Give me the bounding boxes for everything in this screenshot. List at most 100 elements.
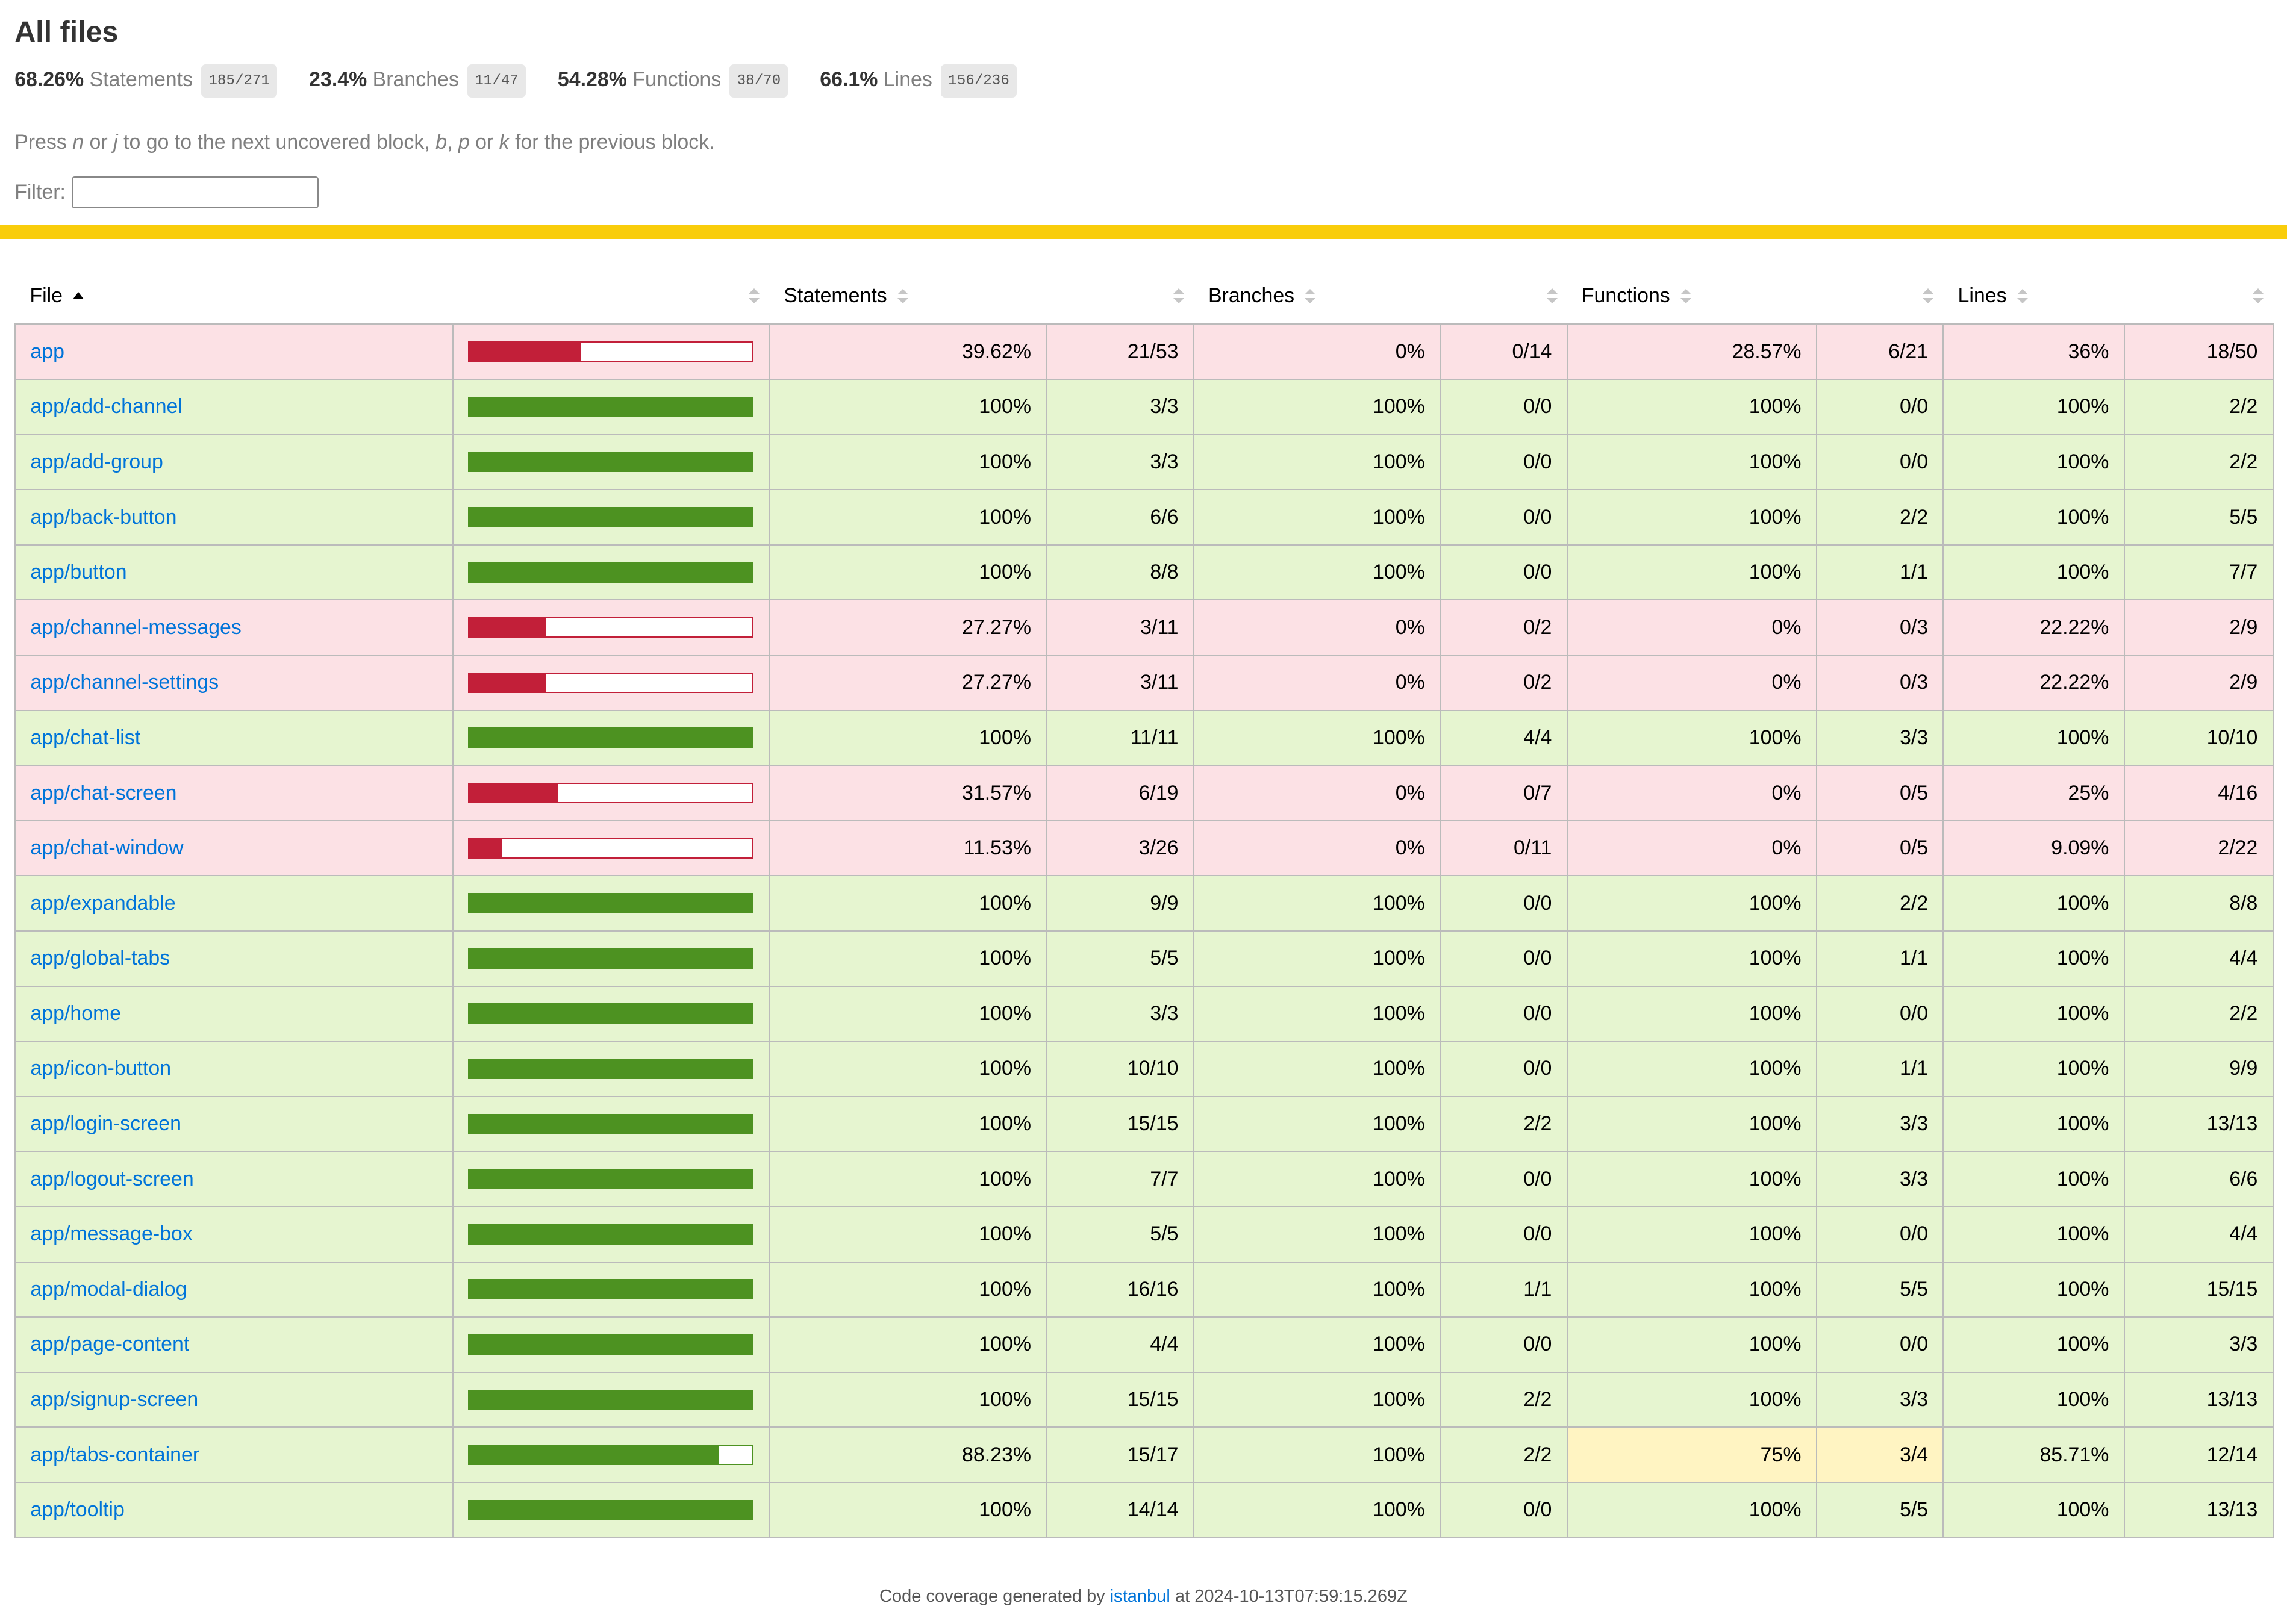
file-link[interactable]: app/signup-screen bbox=[30, 1388, 199, 1411]
functions-pct: 100% bbox=[1566, 1481, 1817, 1538]
coverage-bar bbox=[467, 1334, 754, 1355]
file-cell: app/chat-screen bbox=[14, 765, 454, 821]
lines-pct: 100% bbox=[1942, 1206, 2125, 1263]
coverage-bar bbox=[467, 727, 754, 748]
statements-pct: 39.62% bbox=[769, 323, 1047, 381]
coverage-bar-cell bbox=[452, 765, 770, 821]
table-row: app 39.62% 21/53 0% 0/14 28.57% 6/21 36% 18/50 bbox=[14, 323, 2274, 381]
header-file[interactable]: File bbox=[15, 268, 452, 324]
functions-pct: 100% bbox=[1566, 985, 1817, 1042]
branches-fraction: 0/0 bbox=[1439, 985, 1568, 1042]
coverage-bar-fill bbox=[469, 1115, 753, 1133]
file-link[interactable]: app/tooltip bbox=[30, 1498, 125, 1522]
sort-icon bbox=[2017, 289, 2029, 304]
header-branches[interactable]: Branches bbox=[1194, 268, 1440, 324]
coverage-bar-fill bbox=[469, 397, 753, 416]
coverage-bar-fill bbox=[469, 343, 582, 361]
header-file-chart[interactable] bbox=[453, 268, 769, 324]
file-cell: app/page-content bbox=[14, 1316, 454, 1373]
file-link[interactable]: app/tabs-container bbox=[30, 1443, 200, 1466]
file-cell: app/chat-list bbox=[14, 709, 454, 767]
functions-fraction: 3/4 bbox=[1815, 1426, 1944, 1483]
coverage-bar-fill bbox=[469, 1280, 753, 1299]
functions-fraction: 1/1 bbox=[1815, 544, 1944, 601]
summary-functions-pct: 54.28% bbox=[557, 67, 627, 91]
file-link[interactable]: app/channel-messages bbox=[30, 615, 242, 639]
header-branches-raw[interactable] bbox=[1440, 268, 1567, 324]
functions-fraction: 0/0 bbox=[1815, 1206, 1944, 1263]
functions-fraction: 0/0 bbox=[1815, 434, 1944, 491]
file-link[interactable]: app/logout-screen bbox=[30, 1167, 194, 1190]
filter-input[interactable] bbox=[71, 176, 319, 208]
functions-fraction: 0/3 bbox=[1815, 655, 1944, 711]
statements-fraction: 10/10 bbox=[1046, 1041, 1194, 1097]
branches-fraction: 0/11 bbox=[1439, 820, 1568, 877]
file-link[interactable]: app/button bbox=[30, 561, 127, 584]
file-link[interactable]: app/login-screen bbox=[30, 1112, 181, 1136]
file-link[interactable]: app/home bbox=[30, 1001, 122, 1025]
header-file-label: File bbox=[30, 284, 63, 307]
file-link[interactable]: app/global-tabs bbox=[30, 947, 170, 970]
lines-fraction: 9/9 bbox=[2123, 1041, 2274, 1097]
functions-pct: 100% bbox=[1566, 1206, 1817, 1263]
sort-icon bbox=[1923, 288, 1934, 303]
file-link[interactable]: app/page-content bbox=[30, 1333, 190, 1356]
functions-fraction: 1/1 bbox=[1815, 930, 1944, 987]
statements-fraction: 5/5 bbox=[1046, 1206, 1194, 1263]
table-row: app/tabs-container 88.23% 15/17 100% 2/2 75% 3… bbox=[14, 1426, 2274, 1483]
lines-fraction: 3/3 bbox=[2123, 1316, 2274, 1373]
file-link[interactable]: app/modal-dialog bbox=[30, 1277, 187, 1301]
coverage-bar-cell bbox=[452, 1426, 770, 1483]
summary-lines: 66.1% Lines 156/236 bbox=[820, 64, 1017, 98]
file-link[interactable]: app/back-button bbox=[30, 505, 177, 529]
statements-pct: 100% bbox=[769, 985, 1047, 1042]
functions-pct: 100% bbox=[1566, 434, 1817, 491]
file-link[interactable]: app/message-box bbox=[30, 1222, 193, 1246]
coverage-bar-fill bbox=[469, 1336, 753, 1354]
file-link[interactable]: app/channel-settings bbox=[30, 671, 219, 694]
lines-fraction: 4/4 bbox=[2123, 930, 2274, 987]
coverage-bar bbox=[467, 452, 754, 473]
functions-fraction: 3/3 bbox=[1815, 1095, 1944, 1153]
statements-pct: 31.57% bbox=[769, 765, 1047, 821]
statements-pct: 100% bbox=[769, 1151, 1047, 1207]
file-link[interactable]: app/add-group bbox=[30, 450, 163, 473]
lines-pct: 85.71% bbox=[1942, 1426, 2125, 1483]
hint-key-n: n bbox=[72, 131, 84, 154]
table-row: app/back-button 100% 6/6 100% 0/0 100% 2/2 100%… bbox=[14, 489, 2274, 546]
summary-lines-label: Lines bbox=[883, 67, 932, 91]
coverage-bar-fill bbox=[469, 563, 753, 582]
branches-pct: 100% bbox=[1193, 1151, 1441, 1207]
file-link[interactable]: app bbox=[30, 340, 64, 363]
istanbul-link[interactable]: istanbul bbox=[1109, 1587, 1170, 1607]
summary-statements: 68.26% Statements 185/271 bbox=[14, 64, 278, 98]
statements-pct: 100% bbox=[769, 875, 1047, 932]
header-statements-raw[interactable] bbox=[1046, 268, 1194, 324]
header-lines[interactable]: Lines bbox=[1943, 268, 2124, 324]
statements-fraction: 11/11 bbox=[1046, 709, 1194, 767]
lines-fraction: 5/5 bbox=[2123, 489, 2274, 546]
file-link[interactable]: app/expandable bbox=[30, 891, 176, 915]
file-link[interactable]: app/chat-list bbox=[30, 726, 141, 749]
lines-pct: 100% bbox=[1942, 1041, 2125, 1097]
lines-pct: 100% bbox=[1942, 379, 2125, 435]
file-link[interactable]: app/chat-screen bbox=[30, 781, 177, 804]
statements-fraction: 6/19 bbox=[1046, 765, 1194, 821]
coverage-bar-cell bbox=[452, 655, 770, 711]
functions-fraction: 2/2 bbox=[1815, 875, 1944, 932]
header-statements[interactable]: Statements bbox=[769, 268, 1046, 324]
header-functions-raw[interactable] bbox=[1817, 268, 1944, 324]
branches-fraction: 0/2 bbox=[1439, 599, 1568, 656]
lines-fraction: 10/10 bbox=[2123, 709, 2274, 767]
file-link[interactable]: app/add-channel bbox=[30, 395, 183, 418]
file-cell: app/channel-settings bbox=[14, 655, 454, 711]
file-link[interactable]: app/chat-window bbox=[30, 836, 184, 860]
coverage-bar bbox=[467, 1279, 754, 1300]
functions-pct: 100% bbox=[1566, 875, 1817, 932]
statements-pct: 100% bbox=[769, 434, 1047, 491]
header-lines-raw[interactable] bbox=[2124, 268, 2273, 324]
header-functions[interactable]: Functions bbox=[1567, 268, 1817, 324]
statements-fraction: 5/5 bbox=[1046, 930, 1194, 987]
file-link[interactable]: app/icon-button bbox=[30, 1057, 172, 1080]
coverage-bar-cell bbox=[452, 1481, 770, 1538]
